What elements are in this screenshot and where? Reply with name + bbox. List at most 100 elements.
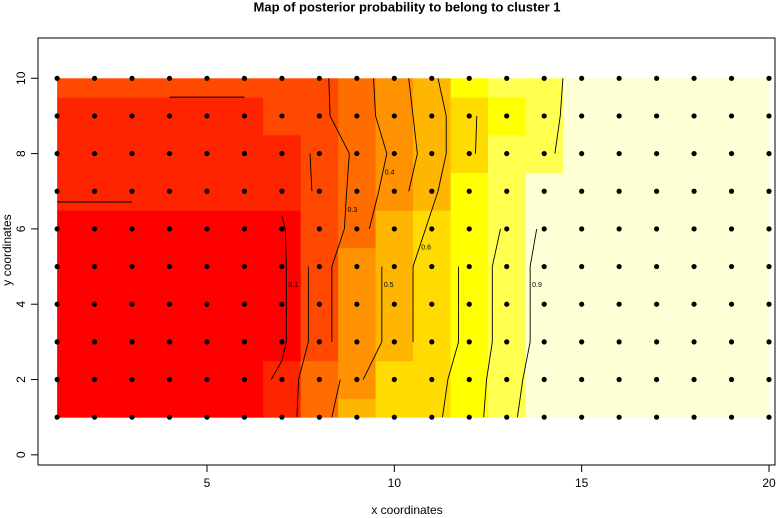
contour-line xyxy=(298,341,309,380)
point xyxy=(466,339,472,345)
contour-line xyxy=(447,341,459,380)
point xyxy=(766,150,772,157)
point xyxy=(728,376,735,383)
point xyxy=(728,263,735,270)
contour-line xyxy=(486,341,493,380)
point xyxy=(316,75,322,81)
point xyxy=(766,376,772,383)
point xyxy=(654,376,660,383)
point xyxy=(204,376,210,383)
point xyxy=(691,339,697,345)
contour-label: 0.9 xyxy=(532,282,542,289)
plot-frame xyxy=(37,37,776,466)
point xyxy=(354,188,360,194)
point xyxy=(429,226,435,232)
point xyxy=(541,263,547,270)
point xyxy=(241,113,248,119)
heat-cell xyxy=(413,78,452,98)
point xyxy=(204,75,210,81)
point xyxy=(616,339,622,345)
point xyxy=(129,188,135,194)
point xyxy=(466,414,472,420)
heat-cell xyxy=(57,323,77,362)
point xyxy=(541,150,547,157)
point xyxy=(354,301,360,307)
point xyxy=(691,301,697,307)
point xyxy=(504,188,510,194)
point xyxy=(391,301,397,307)
point xyxy=(91,226,98,232)
point xyxy=(91,75,98,81)
contour-line xyxy=(437,78,447,117)
point xyxy=(579,414,585,420)
point xyxy=(579,376,585,383)
contour-line xyxy=(373,78,377,116)
point xyxy=(129,339,135,345)
point xyxy=(91,263,98,270)
point xyxy=(91,414,98,420)
point xyxy=(654,414,660,420)
heat-cell xyxy=(487,398,526,418)
point xyxy=(466,75,472,81)
point xyxy=(91,150,98,157)
point xyxy=(654,263,660,270)
contour-line xyxy=(408,153,418,192)
contour-line xyxy=(412,228,426,267)
y-tick-label: 4 xyxy=(14,301,28,308)
point xyxy=(166,263,173,270)
heatmap xyxy=(57,78,770,418)
contour-line xyxy=(375,115,388,154)
point xyxy=(429,414,435,420)
heat-cell xyxy=(375,78,414,98)
point xyxy=(279,301,285,307)
point xyxy=(691,113,697,119)
contour-line xyxy=(378,153,388,192)
point xyxy=(429,376,435,383)
point xyxy=(54,226,60,232)
point xyxy=(316,414,322,420)
contour-line xyxy=(343,191,348,229)
point xyxy=(616,150,622,157)
heat-cell xyxy=(750,247,770,286)
point xyxy=(541,226,547,232)
heat-cell xyxy=(450,398,489,418)
heat-cell xyxy=(413,398,452,418)
heat-cell xyxy=(750,323,770,362)
point xyxy=(579,150,585,157)
point xyxy=(316,188,322,194)
heat-cell xyxy=(57,398,77,418)
heat-cell xyxy=(113,78,152,98)
point xyxy=(466,150,472,157)
point xyxy=(654,113,660,119)
contour-line xyxy=(368,191,380,230)
point xyxy=(429,339,435,345)
point xyxy=(766,263,772,270)
point xyxy=(54,150,60,157)
point xyxy=(504,75,510,81)
point xyxy=(766,113,772,119)
contour-line xyxy=(475,115,478,154)
point xyxy=(279,414,285,420)
point xyxy=(728,150,735,157)
point xyxy=(166,188,173,194)
point xyxy=(129,150,135,157)
point xyxy=(204,339,210,345)
heat-cell xyxy=(113,398,152,418)
point xyxy=(166,113,173,119)
points xyxy=(54,75,772,420)
point xyxy=(766,188,772,194)
contours: 0.1 0.3 0.4 0.5 0.6 0.9 xyxy=(57,78,564,418)
point xyxy=(616,113,622,119)
point xyxy=(391,113,397,119)
point xyxy=(354,113,360,119)
contour-line xyxy=(329,115,350,154)
point xyxy=(466,188,472,194)
point xyxy=(91,376,98,383)
y-tick-label: 6 xyxy=(14,225,28,232)
heat-cell xyxy=(750,78,770,98)
point xyxy=(616,414,622,420)
contour-line xyxy=(437,153,447,192)
point xyxy=(654,188,660,194)
point xyxy=(241,263,248,270)
point xyxy=(654,301,660,307)
